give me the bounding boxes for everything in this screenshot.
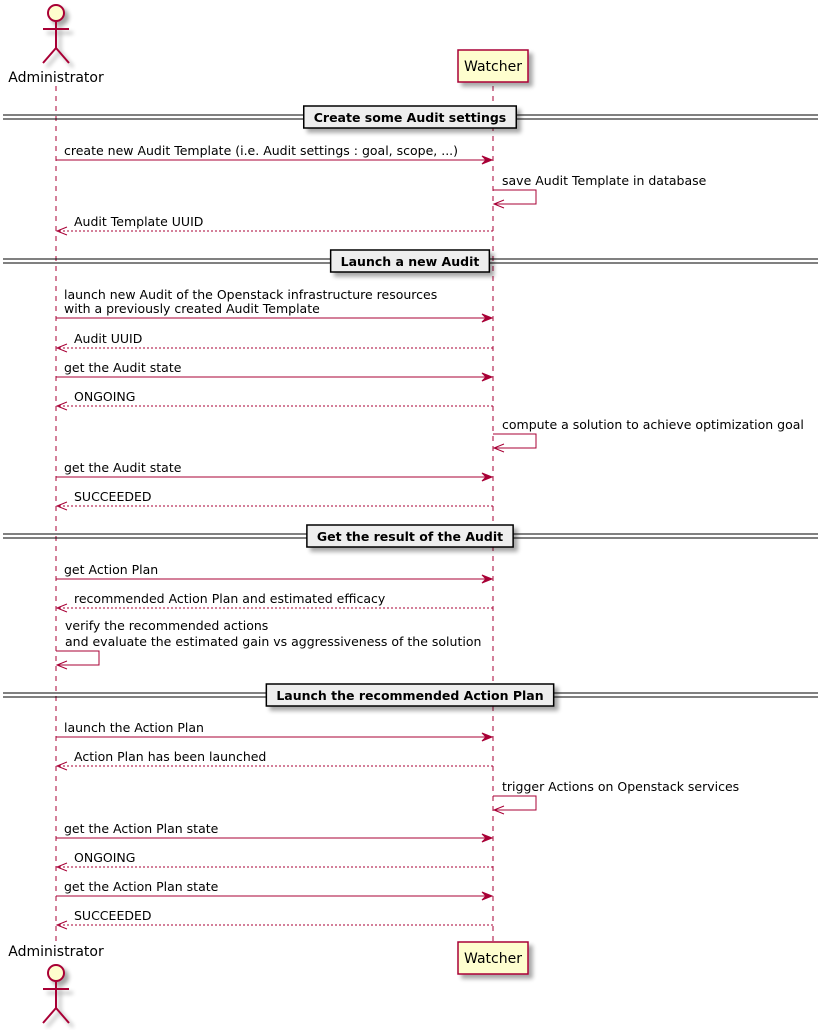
- message-text: get the Audit state: [64, 360, 182, 375]
- message-call: get Action Plan: [56, 562, 494, 584]
- message-call: compute a solution to achieve optimizati…: [492, 417, 804, 453]
- open-arrowhead-icon: [492, 443, 505, 453]
- message-return: ONGOING: [55, 850, 493, 872]
- self-message-line: [56, 650, 100, 666]
- message-text: SUCCEEDED: [74, 908, 151, 923]
- message-text: and evaluate the estimated gain vs aggre…: [65, 634, 481, 649]
- message-text: get the Action Plan state: [64, 821, 219, 836]
- message-text: launch the Action Plan: [64, 720, 204, 735]
- message-text: Audit UUID: [74, 331, 142, 346]
- message-return: ONGOING: [55, 389, 493, 411]
- section-divider: Create some Audit settings: [3, 105, 818, 129]
- message-text: SUCCEEDED: [74, 489, 151, 504]
- message-return: SUCCEEDED: [55, 489, 493, 511]
- self-message-line: [493, 795, 537, 811]
- message-call: get the Action Plan state: [56, 821, 494, 843]
- message-call: launch the Action Plan: [56, 720, 494, 742]
- section-divider-label: Get the result of the Audit: [317, 529, 503, 544]
- message-text: create new Audit Template (i.e. Audit se…: [64, 143, 458, 158]
- arrowhead-icon: [481, 313, 494, 323]
- message-text: Audit Template UUID: [74, 214, 203, 229]
- open-arrowhead-icon: [55, 603, 68, 613]
- open-arrowhead-icon: [55, 501, 68, 511]
- section-divider-label: Create some Audit settings: [314, 110, 507, 125]
- section-divider-label: Launch a new Audit: [341, 254, 480, 269]
- message-return: SUCCEEDED: [55, 908, 493, 930]
- arrowhead-icon: [481, 574, 494, 584]
- administrator-label: Administrator: [8, 944, 104, 960]
- open-arrowhead-icon: [55, 660, 68, 670]
- open-arrowhead-icon: [55, 920, 68, 930]
- message-text: ONGOING: [74, 850, 135, 865]
- actor-legs: [42, 1006, 70, 1024]
- arrowhead-icon: [481, 891, 494, 901]
- actor-head-icon: [47, 964, 65, 982]
- message-text: verify the recommended actions: [65, 618, 268, 633]
- message-call: get the Action Plan state: [56, 879, 494, 901]
- section-divider: Launch a new Audit: [3, 249, 818, 273]
- actor-legs: [42, 46, 70, 64]
- arrowhead-icon: [481, 372, 494, 382]
- message-text: get the Action Plan state: [64, 879, 219, 894]
- actor-head-icon: [47, 4, 65, 22]
- message-text: get Action Plan: [64, 562, 158, 577]
- section-divider: Get the result of the Audit: [3, 524, 818, 548]
- message-text: trigger Actions on Openstack services: [502, 779, 739, 794]
- administrator-actor-top: [42, 4, 70, 64]
- message-return: recommended Action Plan and estimated ef…: [55, 591, 493, 613]
- open-arrowhead-icon: [55, 401, 68, 411]
- open-arrowhead-icon: [55, 226, 68, 236]
- open-arrowhead-icon: [55, 343, 68, 353]
- message-call: trigger Actions on Openstack services: [492, 779, 739, 815]
- administrator-actor-bottom: [42, 964, 70, 1024]
- self-message-line: [493, 189, 537, 205]
- self-message-line: [493, 433, 537, 449]
- open-arrowhead-icon: [55, 761, 68, 771]
- message-call: save Audit Template in database: [492, 173, 707, 209]
- arrowhead-icon: [481, 732, 494, 742]
- message-text: get the Audit state: [64, 460, 182, 475]
- message-text: with a previously created Audit Template: [64, 301, 320, 316]
- message-text: Action Plan has been launched: [74, 749, 266, 764]
- message-return: Audit Template UUID: [55, 214, 493, 236]
- message-return: Action Plan has been launched: [55, 749, 493, 771]
- section-divider: Launch the recommended Action Plan: [3, 683, 818, 707]
- message-text: launch new Audit of the Openstack infras…: [64, 287, 437, 302]
- open-arrowhead-icon: [55, 862, 68, 872]
- message-text: recommended Action Plan and estimated ef…: [74, 591, 386, 606]
- arrowhead-icon: [481, 833, 494, 843]
- message-text: save Audit Template in database: [502, 173, 707, 188]
- watcher-participant-top: Watcher: [457, 49, 529, 83]
- administrator-label: Administrator: [8, 70, 104, 86]
- message-return: Audit UUID: [55, 331, 493, 353]
- arrowhead-icon: [481, 155, 494, 165]
- open-arrowhead-icon: [492, 199, 505, 209]
- section-divider-label: Launch the recommended Action Plan: [276, 688, 543, 703]
- arrowhead-icon: [481, 472, 494, 482]
- watcher-participant-bottom: Watcher: [457, 941, 529, 975]
- message-call: launch new Audit of the Openstack infras…: [56, 287, 494, 323]
- watcher-label: Watcher: [464, 951, 522, 967]
- message-text: compute a solution to achieve optimizati…: [502, 417, 804, 432]
- message-call: get the Audit state: [56, 360, 494, 382]
- message-text: ONGOING: [74, 389, 135, 404]
- watcher-label: Watcher: [464, 59, 522, 75]
- open-arrowhead-icon: [492, 805, 505, 815]
- message-call: create new Audit Template (i.e. Audit se…: [56, 143, 494, 165]
- message-call: get the Audit state: [56, 460, 494, 482]
